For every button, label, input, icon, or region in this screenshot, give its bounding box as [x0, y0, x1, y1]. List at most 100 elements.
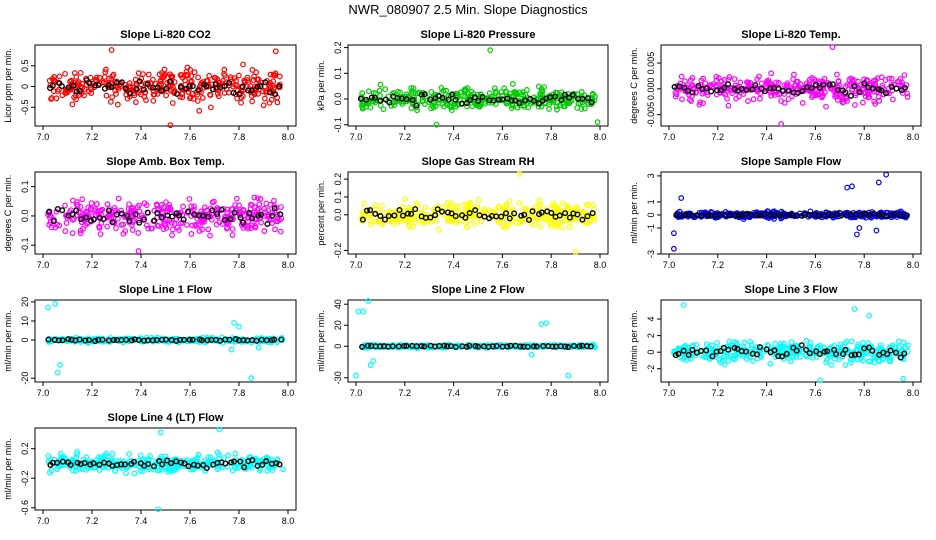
- data-point: [374, 218, 381, 225]
- data-point: [682, 88, 689, 95]
- data-point: [843, 95, 849, 102]
- data-point: [413, 200, 420, 207]
- chart-panel: Slope Li-820 Pressure kPa per min. 7.0 7.2 7…: [316, 29, 609, 142]
- data-point: [573, 203, 580, 210]
- data-point-outlier: [594, 119, 601, 126]
- data-point-outlier: [370, 358, 376, 364]
- reference-point: [403, 96, 410, 103]
- data-point: [277, 228, 284, 235]
- data-point: [380, 106, 387, 113]
- data-point: [367, 217, 374, 224]
- x-tick-label: 8.0: [282, 388, 295, 398]
- data-point-outlier: [543, 320, 550, 327]
- data-point: [486, 207, 493, 214]
- data-point: [69, 101, 76, 108]
- data-point: [70, 197, 76, 204]
- reference-point: [552, 93, 559, 100]
- data-point: [361, 201, 368, 207]
- data-point-outlier: [866, 312, 872, 319]
- y-tick-label: -0.5: [20, 100, 30, 116]
- reference-point: [368, 94, 375, 101]
- reference-point: [472, 207, 479, 214]
- reference-point: [372, 210, 379, 217]
- data-point: [83, 208, 90, 215]
- data-point: [124, 95, 131, 102]
- reference-point: [249, 457, 256, 464]
- data-point-outlier: [875, 179, 882, 186]
- data-point: [153, 201, 160, 208]
- data-point: [509, 102, 516, 109]
- data-point: [428, 105, 434, 112]
- data-point: [154, 90, 161, 97]
- data-point: [63, 220, 70, 226]
- reference-point: [479, 94, 486, 101]
- data-point: [408, 85, 415, 91]
- data-point-outlier: [853, 231, 860, 238]
- data-point: [204, 78, 211, 84]
- data-point: [274, 99, 281, 106]
- reference-point: [262, 79, 269, 86]
- reference-point: [127, 90, 134, 97]
- data-point: [446, 201, 453, 208]
- chart-title: Slope Amb. Box Temp.: [106, 156, 225, 168]
- chart-panel: Slope Gas Stream RH percent per min. 7.0 7.…: [316, 156, 609, 270]
- chart-title: Slope Line 2 Flow: [432, 284, 525, 296]
- reference-point: [558, 97, 565, 104]
- reference-point: [209, 207, 216, 214]
- data-point: [198, 80, 205, 87]
- data-point: [882, 77, 889, 83]
- reference-point: [439, 94, 446, 101]
- reference-point: [434, 206, 441, 213]
- data-point: [733, 95, 740, 102]
- data-point: [369, 207, 376, 213]
- data-point-outlier: [829, 44, 836, 50]
- data-point: [196, 228, 203, 234]
- reference-point: [237, 214, 244, 221]
- data-point: [591, 217, 598, 224]
- reference-point: [579, 95, 586, 102]
- data-point: [266, 99, 273, 106]
- x-tick-label: 8.0: [907, 260, 920, 270]
- data-point-outlier: [572, 249, 579, 256]
- reference-point: [779, 87, 786, 94]
- data-point: [150, 97, 157, 104]
- reference-point: [122, 85, 129, 92]
- data-point: [433, 103, 439, 110]
- data-point: [158, 80, 165, 87]
- x-tick-label: 7.0: [663, 132, 676, 142]
- data-point: [166, 217, 173, 224]
- data-point: [229, 232, 236, 238]
- data-point: [238, 99, 244, 106]
- x-tick-label: 7.0: [663, 388, 676, 398]
- plot-frame: [660, 44, 922, 127]
- data-point: [56, 73, 63, 80]
- data-point-outlier: [680, 302, 687, 308]
- reference-point: [230, 89, 237, 96]
- data-point: [480, 208, 487, 214]
- data-point: [578, 106, 585, 112]
- x-tick-label: 8.0: [907, 388, 920, 398]
- data-point: [194, 98, 201, 104]
- reference-point: [529, 208, 536, 215]
- data-point: [501, 205, 508, 211]
- data-point: [791, 71, 797, 78]
- data-point: [96, 225, 103, 231]
- reference-point: [222, 460, 229, 467]
- data-point: [96, 467, 103, 473]
- data-point: [207, 92, 214, 98]
- y-axis-label: percent per min.: [316, 180, 326, 245]
- data-point: [163, 92, 170, 99]
- data-point: [559, 224, 566, 231]
- data-point: [236, 72, 242, 79]
- data-point: [195, 221, 202, 228]
- reference-point: [227, 216, 234, 223]
- data-point: [143, 97, 149, 104]
- data-point: [689, 75, 696, 81]
- x-tick-label: 7.8: [858, 260, 871, 270]
- data-point: [478, 218, 485, 225]
- data-point: [474, 212, 481, 219]
- data-point: [507, 90, 513, 97]
- data-point: [255, 76, 262, 83]
- reference-point: [506, 215, 513, 222]
- data-point: [512, 89, 519, 95]
